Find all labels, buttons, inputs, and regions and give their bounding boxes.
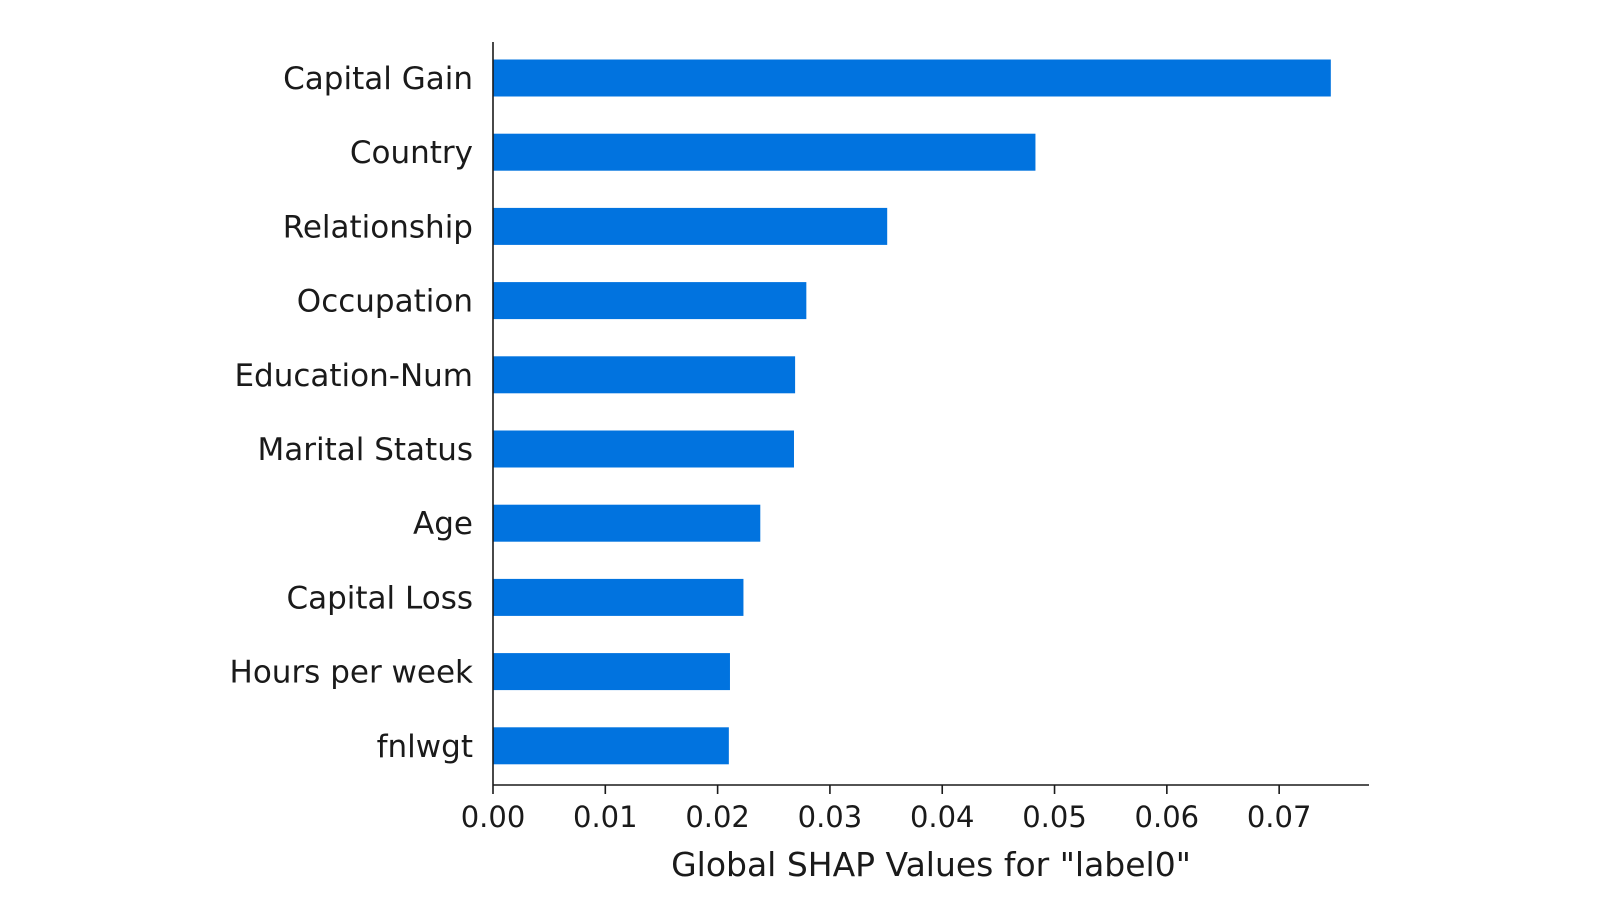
- category-label: Occupation: [297, 284, 473, 320]
- bar-age: [493, 504, 761, 542]
- bar-capital-gain: [493, 59, 1331, 97]
- x-axis-title: Global SHAP Values for "label0": [671, 845, 1191, 884]
- x-tick-label: 0.05: [1022, 800, 1087, 834]
- bar-capital-loss: [493, 578, 744, 616]
- bar-relationship: [493, 207, 888, 245]
- bar-fnlwgt: [493, 727, 729, 765]
- category-label: Capital Loss: [286, 580, 473, 616]
- category-label: Marital Status: [257, 432, 473, 468]
- x-tick-label: 0.01: [573, 800, 638, 834]
- x-tick-label: 0.02: [685, 800, 750, 834]
- category-label: Education-Num: [234, 358, 473, 394]
- category-label: Hours per week: [230, 655, 474, 691]
- category-label: Capital Gain: [283, 61, 473, 97]
- x-tick-label: 0.03: [798, 800, 863, 834]
- category-label: Relationship: [283, 209, 473, 245]
- bar-education-num: [493, 356, 796, 394]
- category-labels: Capital Gain Country Relationship Occupatio…: [230, 61, 474, 765]
- x-tick-label: 0.04: [910, 800, 975, 834]
- bar-marital-status: [493, 430, 794, 468]
- x-ticks: 0.00 0.01 0.02 0.03 0.04 0.05 0.06 0.07: [461, 785, 1312, 834]
- x-tick-label: 0.06: [1135, 800, 1200, 834]
- x-tick-label: 0.07: [1247, 800, 1312, 834]
- category-label: fnlwgt: [377, 729, 473, 765]
- category-label: Age: [413, 506, 473, 542]
- x-tick-label: 0.00: [461, 800, 526, 834]
- bars-layer: [493, 59, 1331, 765]
- bar-occupation: [493, 282, 807, 320]
- bar-hours-per-week: [493, 653, 730, 691]
- bar-country: [493, 133, 1036, 171]
- category-label: Country: [350, 135, 473, 171]
